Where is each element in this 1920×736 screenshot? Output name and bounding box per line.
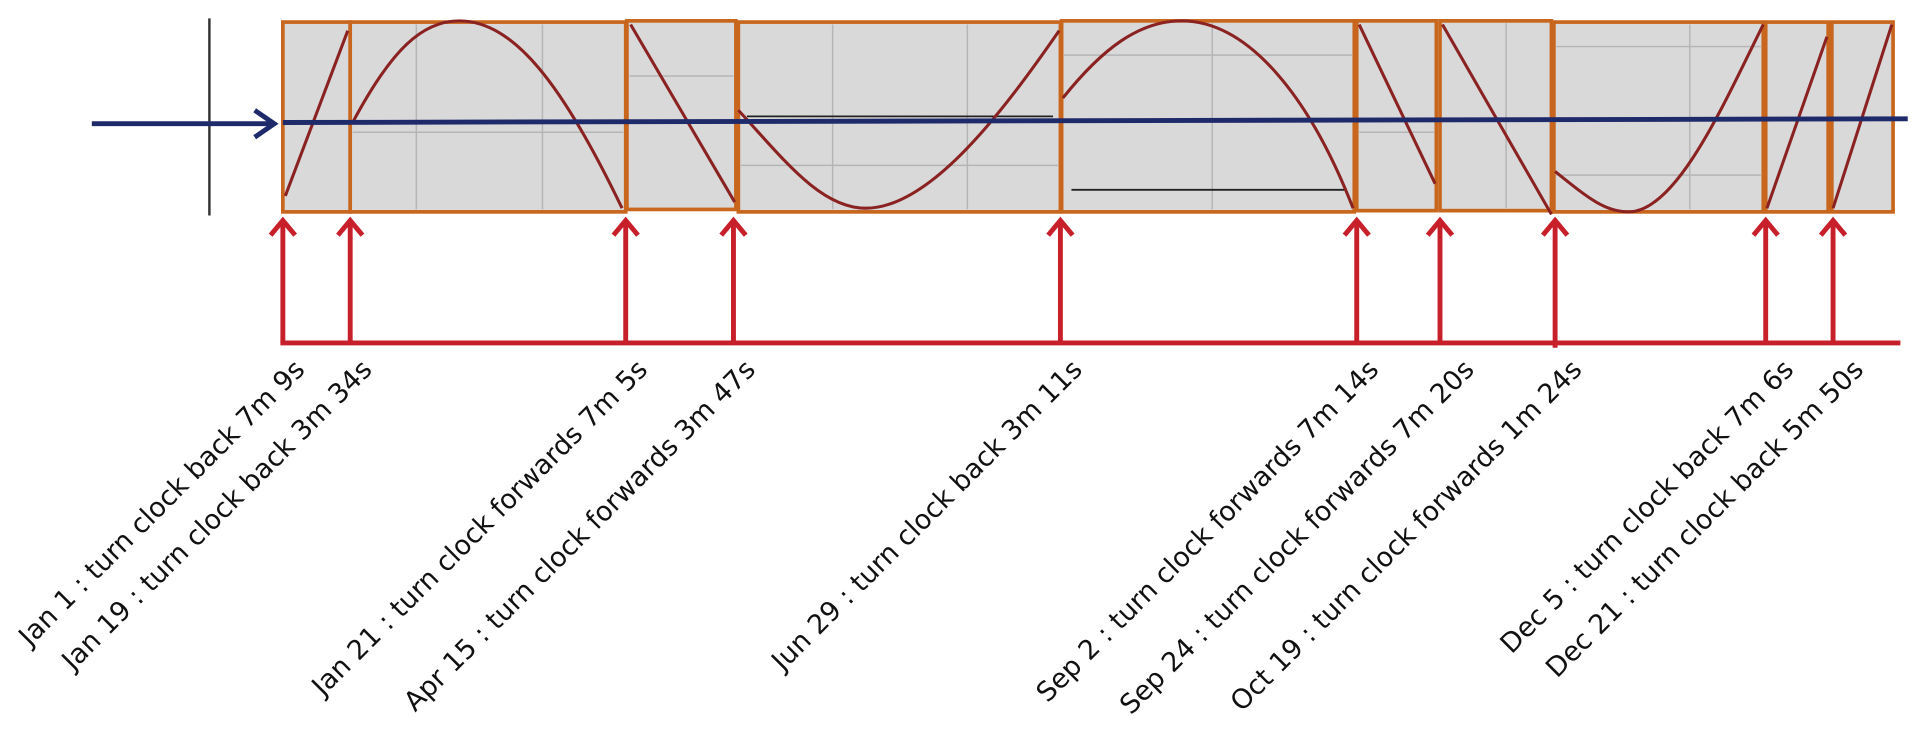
panel xyxy=(1354,19,1439,213)
red-arrows xyxy=(268,216,1901,348)
panel xyxy=(348,20,628,214)
blue-arrowhead xyxy=(253,108,279,140)
panel xyxy=(625,19,738,212)
panel xyxy=(1059,19,1357,214)
panels xyxy=(281,19,1895,214)
event-label: Jun 29 : turn clock back 3m 11s xyxy=(765,354,1089,678)
labels: Jan 1 : turn clock back 7m 9s Jan 19 : t… xyxy=(12,354,1870,720)
grid xyxy=(352,23,1761,210)
event-label: Jan 1 : turn clock back 7m 9s xyxy=(12,354,311,653)
event-label: Jan 19 : turn clock back 3m 34s xyxy=(55,354,379,678)
event-label: Dec 21 : turn clock back 5m 50s xyxy=(1540,354,1870,684)
blue-line xyxy=(282,116,1908,125)
event-label: Sep 2 : turn clock forwards 7m 14s xyxy=(1031,354,1385,708)
